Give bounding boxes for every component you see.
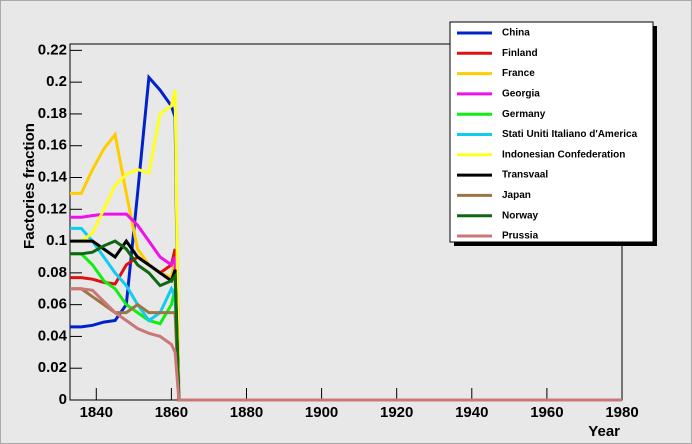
series-line: [70, 89, 622, 402]
series-line: [70, 287, 622, 402]
y-tick-label: 0.12: [38, 200, 67, 217]
legend-label: Transvaal: [502, 170, 548, 181]
legend: [449, 21, 654, 243]
series-line: [70, 212, 622, 402]
legend-label: Finland: [502, 48, 538, 59]
legend-label: France: [502, 68, 535, 79]
y-tick-label: 0.18: [38, 105, 67, 122]
x-tick-label: 1960: [530, 404, 563, 421]
y-tick-label: 0.14: [38, 168, 68, 185]
x-axis-title: Year: [588, 423, 620, 440]
x-tick-label: 1840: [80, 404, 113, 421]
x-tick-label: 1980: [605, 404, 638, 421]
y-tick-label: 0.22: [38, 41, 67, 58]
y-tick-label: 0.08: [38, 264, 67, 281]
legend-label: China: [502, 28, 530, 39]
y-tick-label: 0.2: [46, 73, 67, 90]
y-tick-label: 0.1: [46, 232, 67, 249]
x-tick-label: 1880: [230, 404, 263, 421]
x-tick-label: 1940: [455, 404, 488, 421]
y-tick-label: 0.02: [38, 359, 67, 376]
legend-label: Stati Uniti Italiano d'America: [502, 129, 638, 140]
y-tick-label: 0: [59, 391, 67, 408]
legend-label: Prussia: [502, 231, 539, 242]
legend-label: Norway: [502, 210, 539, 221]
y-axis-title: Factories fraction: [21, 123, 38, 249]
y-tick-label: 0.16: [38, 137, 67, 154]
legend-label: Georgia: [502, 89, 540, 100]
series-line: [70, 238, 622, 402]
series-line: [70, 239, 622, 402]
legend-label: Indonesian Confederation: [502, 149, 625, 160]
x-tick-label: 1860: [155, 404, 188, 421]
legend-label: Germany: [502, 109, 546, 120]
legend-label: Japan: [502, 190, 531, 201]
y-tick-label: 0.06: [38, 296, 67, 313]
y-tick-label: 0.04: [38, 327, 68, 344]
x-tick-label: 1900: [305, 404, 338, 421]
x-tick-label: 1920: [380, 404, 413, 421]
